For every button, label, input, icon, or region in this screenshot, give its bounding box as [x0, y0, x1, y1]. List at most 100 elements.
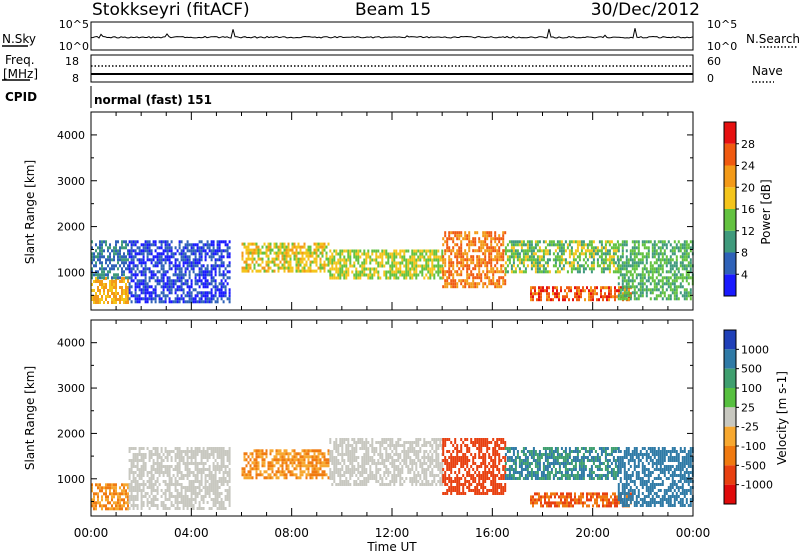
data-cell [576, 264, 579, 268]
data-cell [452, 279, 455, 283]
data-cell [204, 285, 207, 289]
data-cell [249, 458, 252, 462]
data-cell [128, 507, 131, 510]
data-cell [602, 295, 604, 299]
data-cell [512, 264, 515, 268]
data-cell [373, 249, 376, 253]
data-cell [283, 260, 286, 264]
data-cell [196, 471, 199, 474]
data-cell [617, 264, 620, 268]
data-cell [152, 270, 155, 274]
data-cell [442, 468, 445, 471]
data-cell [411, 261, 414, 265]
data-cell [226, 249, 229, 253]
data-cell [261, 266, 264, 270]
data-cell [194, 459, 197, 462]
data-cell [182, 495, 185, 498]
data-cell [152, 474, 155, 477]
data-cell [101, 273, 103, 277]
data-cell [673, 282, 676, 286]
data-region [91, 277, 129, 304]
data-cell [166, 459, 169, 462]
data-cell [154, 297, 157, 301]
data-cell [123, 489, 125, 493]
data-cell [641, 285, 644, 289]
data-cell [665, 270, 668, 274]
data-cell [669, 261, 672, 265]
data-cell [208, 447, 211, 450]
data-cell [556, 258, 559, 262]
data-cell [351, 459, 354, 462]
data-cell [677, 240, 680, 244]
data-cell [631, 264, 634, 268]
data-cell [353, 450, 356, 453]
data-cell [289, 470, 292, 474]
data-cell [99, 298, 101, 301]
data-cell [437, 270, 440, 274]
data-cell [103, 486, 105, 490]
data-cell [196, 477, 199, 480]
data-cell [224, 279, 227, 283]
data-cell [647, 240, 650, 244]
data-cell [206, 285, 209, 289]
data-cell [592, 240, 595, 244]
data-cell [596, 298, 598, 302]
data-region [128, 240, 231, 304]
data-cell [437, 453, 440, 456]
data-cell [446, 282, 449, 286]
data-cell [456, 231, 459, 235]
data-cell [158, 294, 161, 298]
data-cell [375, 471, 378, 474]
data-cell [490, 258, 493, 262]
data-cell [387, 261, 390, 265]
data-cell [667, 285, 670, 289]
data-cell [435, 264, 438, 268]
data-cell [172, 252, 175, 256]
data-cell [309, 248, 312, 252]
data-cell [446, 246, 449, 250]
data-cell [627, 258, 630, 262]
data-cell [93, 504, 95, 508]
data-cell [132, 279, 135, 283]
data-cell [349, 462, 352, 465]
data-cell [484, 252, 487, 256]
data-cell [154, 291, 157, 295]
data-cell [93, 289, 95, 292]
data-cell [373, 258, 376, 262]
data-cell [123, 240, 125, 244]
data-cell [399, 477, 402, 480]
data-cell [105, 258, 107, 262]
data-cell [361, 480, 364, 483]
data-cell [210, 270, 213, 274]
data-cell [651, 252, 654, 256]
data-cell [277, 458, 280, 462]
data-cell [538, 246, 541, 250]
data-cell [259, 257, 262, 261]
data-cell [206, 267, 209, 271]
data-cell [379, 453, 382, 456]
data-cell [93, 492, 95, 496]
data-cell [146, 501, 149, 504]
data-cell [241, 266, 244, 270]
data-cell [345, 258, 348, 262]
data-cell [625, 279, 628, 283]
data-cell [101, 283, 103, 286]
data-cell [397, 438, 400, 441]
data-cell [556, 252, 559, 256]
data-cell [200, 264, 203, 268]
data-cell [315, 254, 318, 258]
data-cell [138, 471, 141, 474]
data-cell [140, 258, 143, 262]
data-cell [327, 452, 330, 456]
data-cell [170, 300, 173, 304]
data-cell [319, 269, 322, 273]
data-cell [631, 285, 634, 289]
data-cell [186, 495, 189, 498]
data-cell [621, 282, 624, 286]
data-cell [685, 267, 688, 271]
data-cell [413, 462, 416, 465]
data-cell [363, 456, 366, 459]
data-cell [315, 257, 318, 261]
